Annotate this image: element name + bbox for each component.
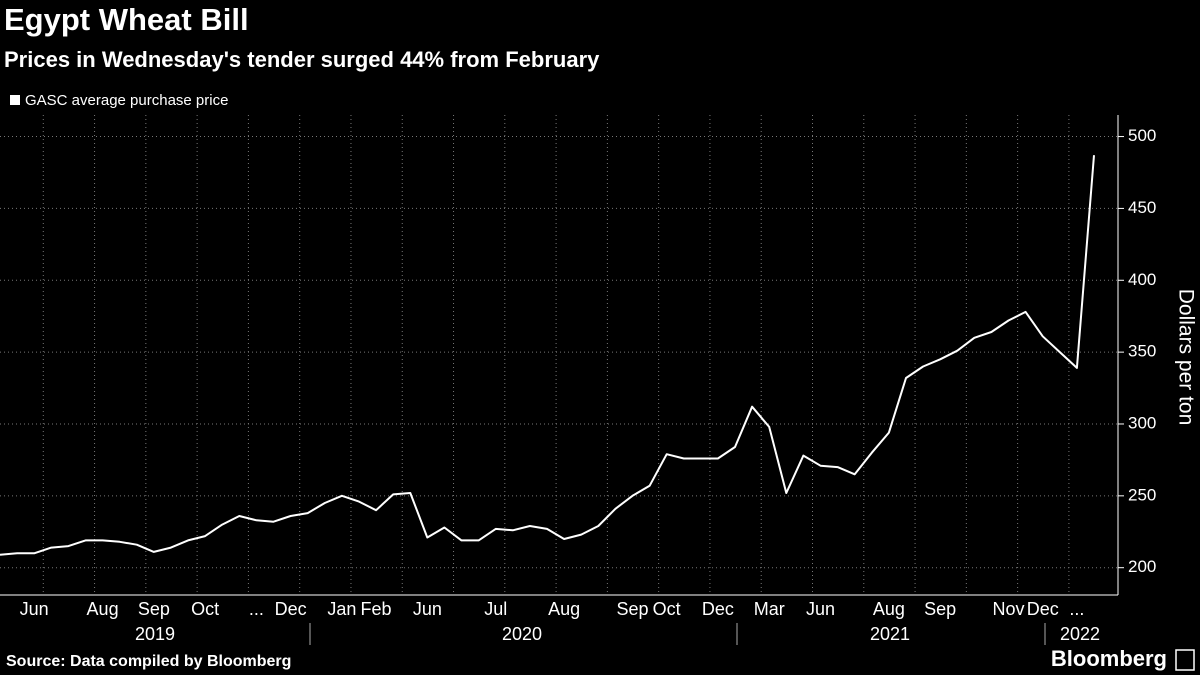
x-tick-label: Jul bbox=[484, 599, 507, 619]
x-tick-label: Sep bbox=[924, 599, 956, 619]
x-tick-label: ... bbox=[249, 599, 264, 619]
x-tick-label: Aug bbox=[548, 599, 580, 619]
y-tick-label: 500 bbox=[1128, 126, 1156, 145]
brand-icon bbox=[1175, 649, 1195, 671]
x-group-label: 2021 bbox=[870, 624, 910, 644]
source: Source: Data compiled by Bloomberg bbox=[6, 653, 291, 670]
legend-label: GASC average purchase price bbox=[25, 92, 228, 109]
series-line bbox=[0, 155, 1095, 556]
y-tick-label: 450 bbox=[1128, 198, 1156, 217]
x-tick-label: Jun bbox=[413, 599, 442, 619]
x-tick-label: Dec bbox=[1027, 599, 1059, 619]
x-tick-label: ... bbox=[1069, 599, 1084, 619]
y-tick-label: 350 bbox=[1128, 342, 1156, 361]
x-tick-label: Feb bbox=[361, 599, 392, 619]
x-tick-label: Oct bbox=[191, 599, 219, 619]
y-tick-label: 400 bbox=[1128, 270, 1156, 289]
x-tick-label: Jun bbox=[20, 599, 49, 619]
y-tick-label: 300 bbox=[1128, 413, 1156, 432]
x-tick-label: Jun bbox=[806, 599, 835, 619]
x-tick-label: Nov bbox=[993, 599, 1025, 619]
x-group-label: 2019 bbox=[135, 624, 175, 644]
y-tick-label: 200 bbox=[1128, 557, 1156, 576]
x-tick-label: Jan bbox=[327, 599, 356, 619]
x-tick-label: Dec bbox=[275, 599, 307, 619]
brand: Bloomberg bbox=[1051, 646, 1167, 671]
chart-subtitle: Prices in Wednesday's tender surged 44% … bbox=[4, 47, 600, 72]
x-tick-label: Oct bbox=[653, 599, 681, 619]
y-axis-label: Dollars per ton bbox=[1174, 289, 1197, 426]
chart-title: Egypt Wheat Bill bbox=[4, 2, 249, 37]
x-tick-label: Aug bbox=[873, 599, 905, 619]
x-group-label: 2022 bbox=[1060, 624, 1100, 644]
x-tick-label: Dec bbox=[702, 599, 734, 619]
x-tick-label: Mar bbox=[754, 599, 785, 619]
x-group-label: 2020 bbox=[502, 624, 542, 644]
y-tick-label: 250 bbox=[1128, 485, 1156, 504]
x-tick-label: Sep bbox=[138, 599, 170, 619]
x-tick-label: Aug bbox=[87, 599, 119, 619]
legend-swatch bbox=[10, 95, 20, 105]
x-tick-label: Sep bbox=[616, 599, 648, 619]
